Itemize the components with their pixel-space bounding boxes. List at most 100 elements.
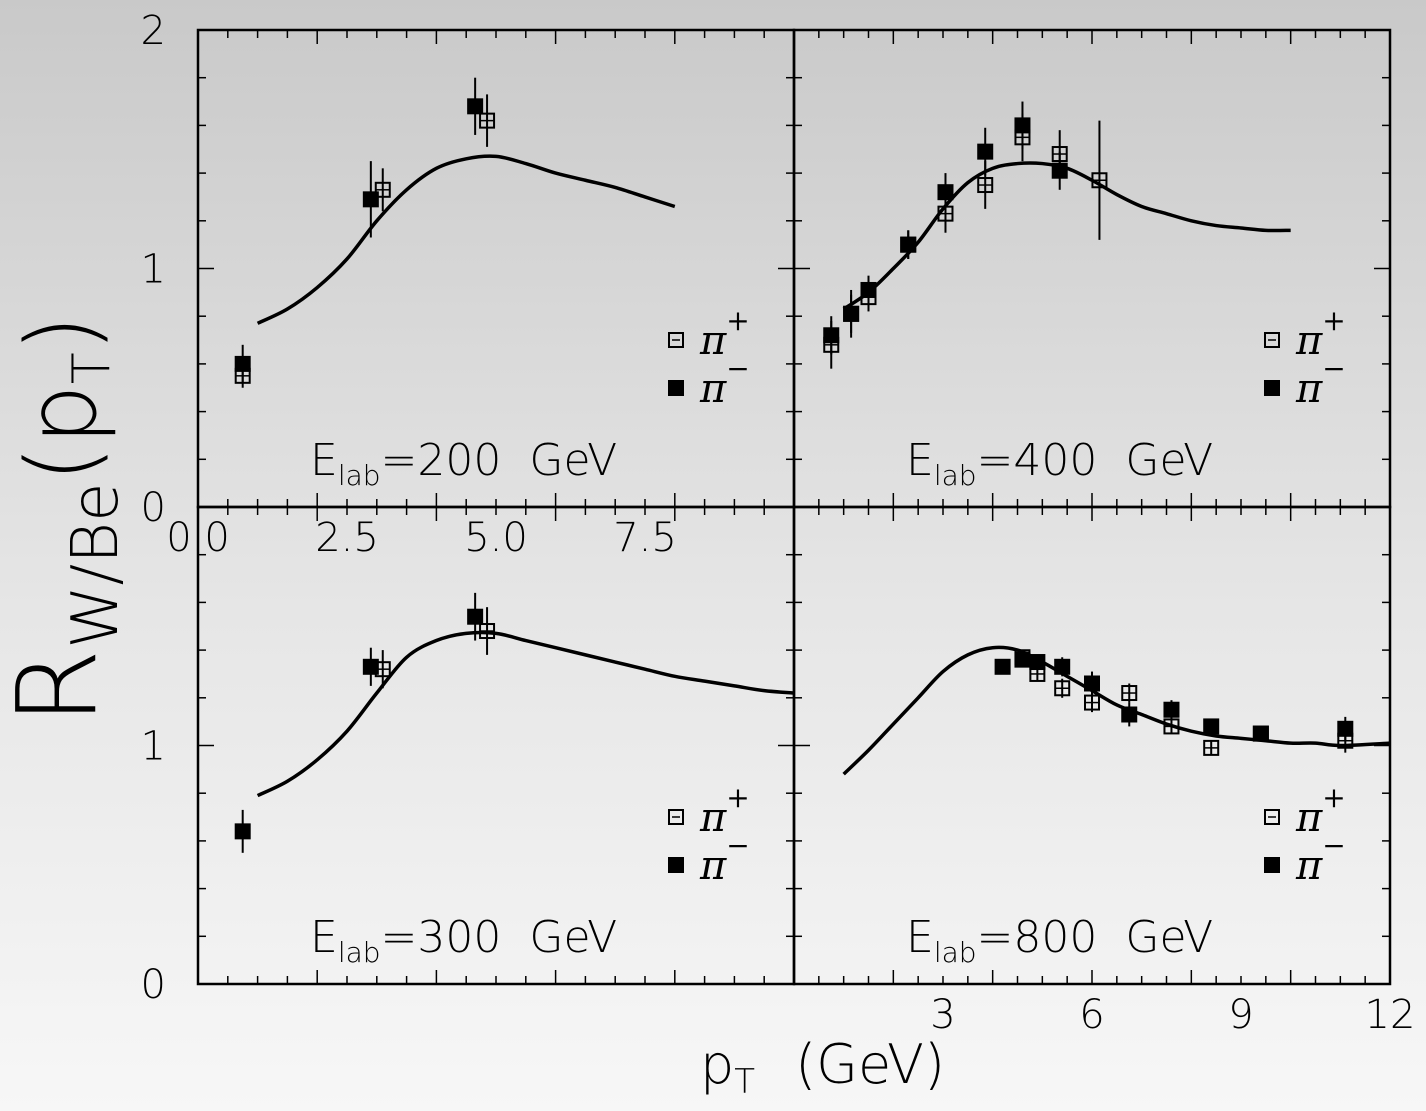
legend-label-minus: π− (1295, 352, 1346, 412)
data-point-filled (1084, 675, 1100, 692)
data-point-filled (467, 608, 484, 625)
legend-marker-plus (668, 809, 684, 825)
legend-sup: + (726, 781, 749, 814)
data-point-filled (843, 305, 860, 322)
x-tick-label: 3 (930, 992, 955, 1038)
legend-label-minus: π− (1295, 829, 1346, 889)
legend-marker-minus (668, 857, 684, 873)
theory-curve (842, 645, 1390, 776)
legend-pi: π (1295, 366, 1323, 412)
series-pi-minus (234, 77, 484, 383)
legend-pi: π (699, 318, 727, 364)
x-tick-label: 9 (1228, 992, 1253, 1038)
theory-curve (256, 630, 794, 798)
series-pi-plus (234, 94, 496, 388)
y-tick-label: 1 (141, 724, 166, 770)
panel-energy-label: Elab=400 GeV (906, 435, 1213, 492)
legend-pi: π (699, 366, 727, 412)
legend-sup: − (726, 829, 749, 862)
y-title-paren-sub: T (62, 352, 122, 384)
data-point-filled (1054, 658, 1071, 675)
legend-marker-minus (668, 380, 684, 396)
y-title-main: R (0, 649, 121, 725)
series-pi-plus (823, 113, 1108, 369)
x-tick-label: 12 (1365, 992, 1416, 1038)
panel-label-value: =200 GeV (381, 435, 618, 486)
x-tick-label: 5.0 (464, 515, 528, 561)
legend-label-plus: π+ (699, 304, 750, 364)
legend-sup: + (1322, 781, 1345, 814)
legend: π+π− (1264, 304, 1346, 412)
legend-label-plus: π+ (1295, 781, 1346, 841)
legend-sup: − (1322, 829, 1345, 862)
data-point-filled (234, 823, 251, 840)
series-pi-minus (823, 101, 1068, 355)
x-title-sub: T (734, 1062, 755, 1102)
data-point-filled (1163, 701, 1180, 718)
y-tick-label: 0 (141, 962, 166, 1008)
legend: π+π− (668, 781, 750, 889)
panel-label-value: =300 GeV (381, 912, 618, 963)
panel-label-sub: lab (934, 459, 977, 492)
legend-pi: π (1295, 318, 1323, 364)
series-pi-minus (234, 592, 484, 853)
legend-marker-plus (668, 332, 684, 348)
x-tick-label: 7.5 (613, 515, 677, 561)
y-title-paren: (p (6, 384, 118, 482)
legend-pi: π (1295, 843, 1323, 889)
data-point-filled (860, 281, 877, 298)
legend-label-minus: π− (699, 829, 750, 889)
y-title-close: ) (6, 315, 118, 352)
legend-label-plus: π+ (699, 781, 750, 841)
data-point-filled (1051, 162, 1068, 179)
svg-text:RW/Be(pT): RW/Be(pT) (0, 315, 133, 725)
panel-label-prefix: E (906, 912, 934, 963)
panel-label-sub: lab (338, 459, 381, 492)
y-tick-label: 2 (141, 8, 166, 54)
panel-energy-label: Elab=200 GeV (310, 435, 617, 492)
series-pi-minus (994, 651, 1354, 742)
series-pi-plus (374, 607, 496, 689)
legend-pi: π (699, 843, 727, 889)
data-point-filled (823, 327, 840, 344)
y-title-sub: W/Be (59, 483, 133, 649)
data-point-filled (994, 658, 1011, 675)
x-title-units: (GeV) (795, 1033, 945, 1096)
legend-pi: π (1295, 795, 1323, 841)
legend-sup: − (1322, 352, 1345, 385)
data-point-filled (1014, 117, 1031, 134)
panel-label-value: =800 GeV (977, 912, 1214, 963)
panel-p400: π+π−Elab=400 GeV (792, 28, 1392, 509)
legend-sup: + (1322, 304, 1345, 337)
data-point-filled (1252, 725, 1269, 742)
panel-label-prefix: E (906, 435, 934, 486)
panel-label-sub: lab (338, 936, 381, 969)
data-point-filled (234, 355, 251, 372)
legend-pi: π (699, 795, 727, 841)
data-point-filled (1029, 654, 1046, 671)
data-point-filled (900, 236, 917, 253)
data-point-filled (1337, 720, 1354, 737)
data-point-filled (937, 184, 954, 201)
legend-marker-minus (1264, 857, 1280, 873)
panel-label-prefix: E (310, 435, 338, 486)
legend: π+π− (1264, 781, 1346, 889)
data-point-filled (362, 658, 379, 675)
panel-energy-label: Elab=300 GeV (310, 912, 617, 969)
legend-marker-minus (1264, 380, 1280, 396)
panel-label-sub: lab (934, 936, 977, 969)
legend: π+π− (668, 304, 750, 412)
x-title-main: p (700, 1033, 734, 1096)
data-point-filled (1203, 718, 1220, 735)
x-tick-label: 2.5 (315, 515, 379, 561)
legend-label-minus: π− (699, 352, 750, 412)
y-axis-title: RW/Be(pT) (0, 315, 133, 725)
data-point-filled (977, 143, 994, 160)
panel-p300: 01π+π−Elab=300 GeV (141, 505, 796, 1008)
data-point-filled (362, 191, 379, 208)
x-tick-label: 6 (1079, 992, 1104, 1038)
legend-label-plus: π+ (1295, 304, 1346, 364)
